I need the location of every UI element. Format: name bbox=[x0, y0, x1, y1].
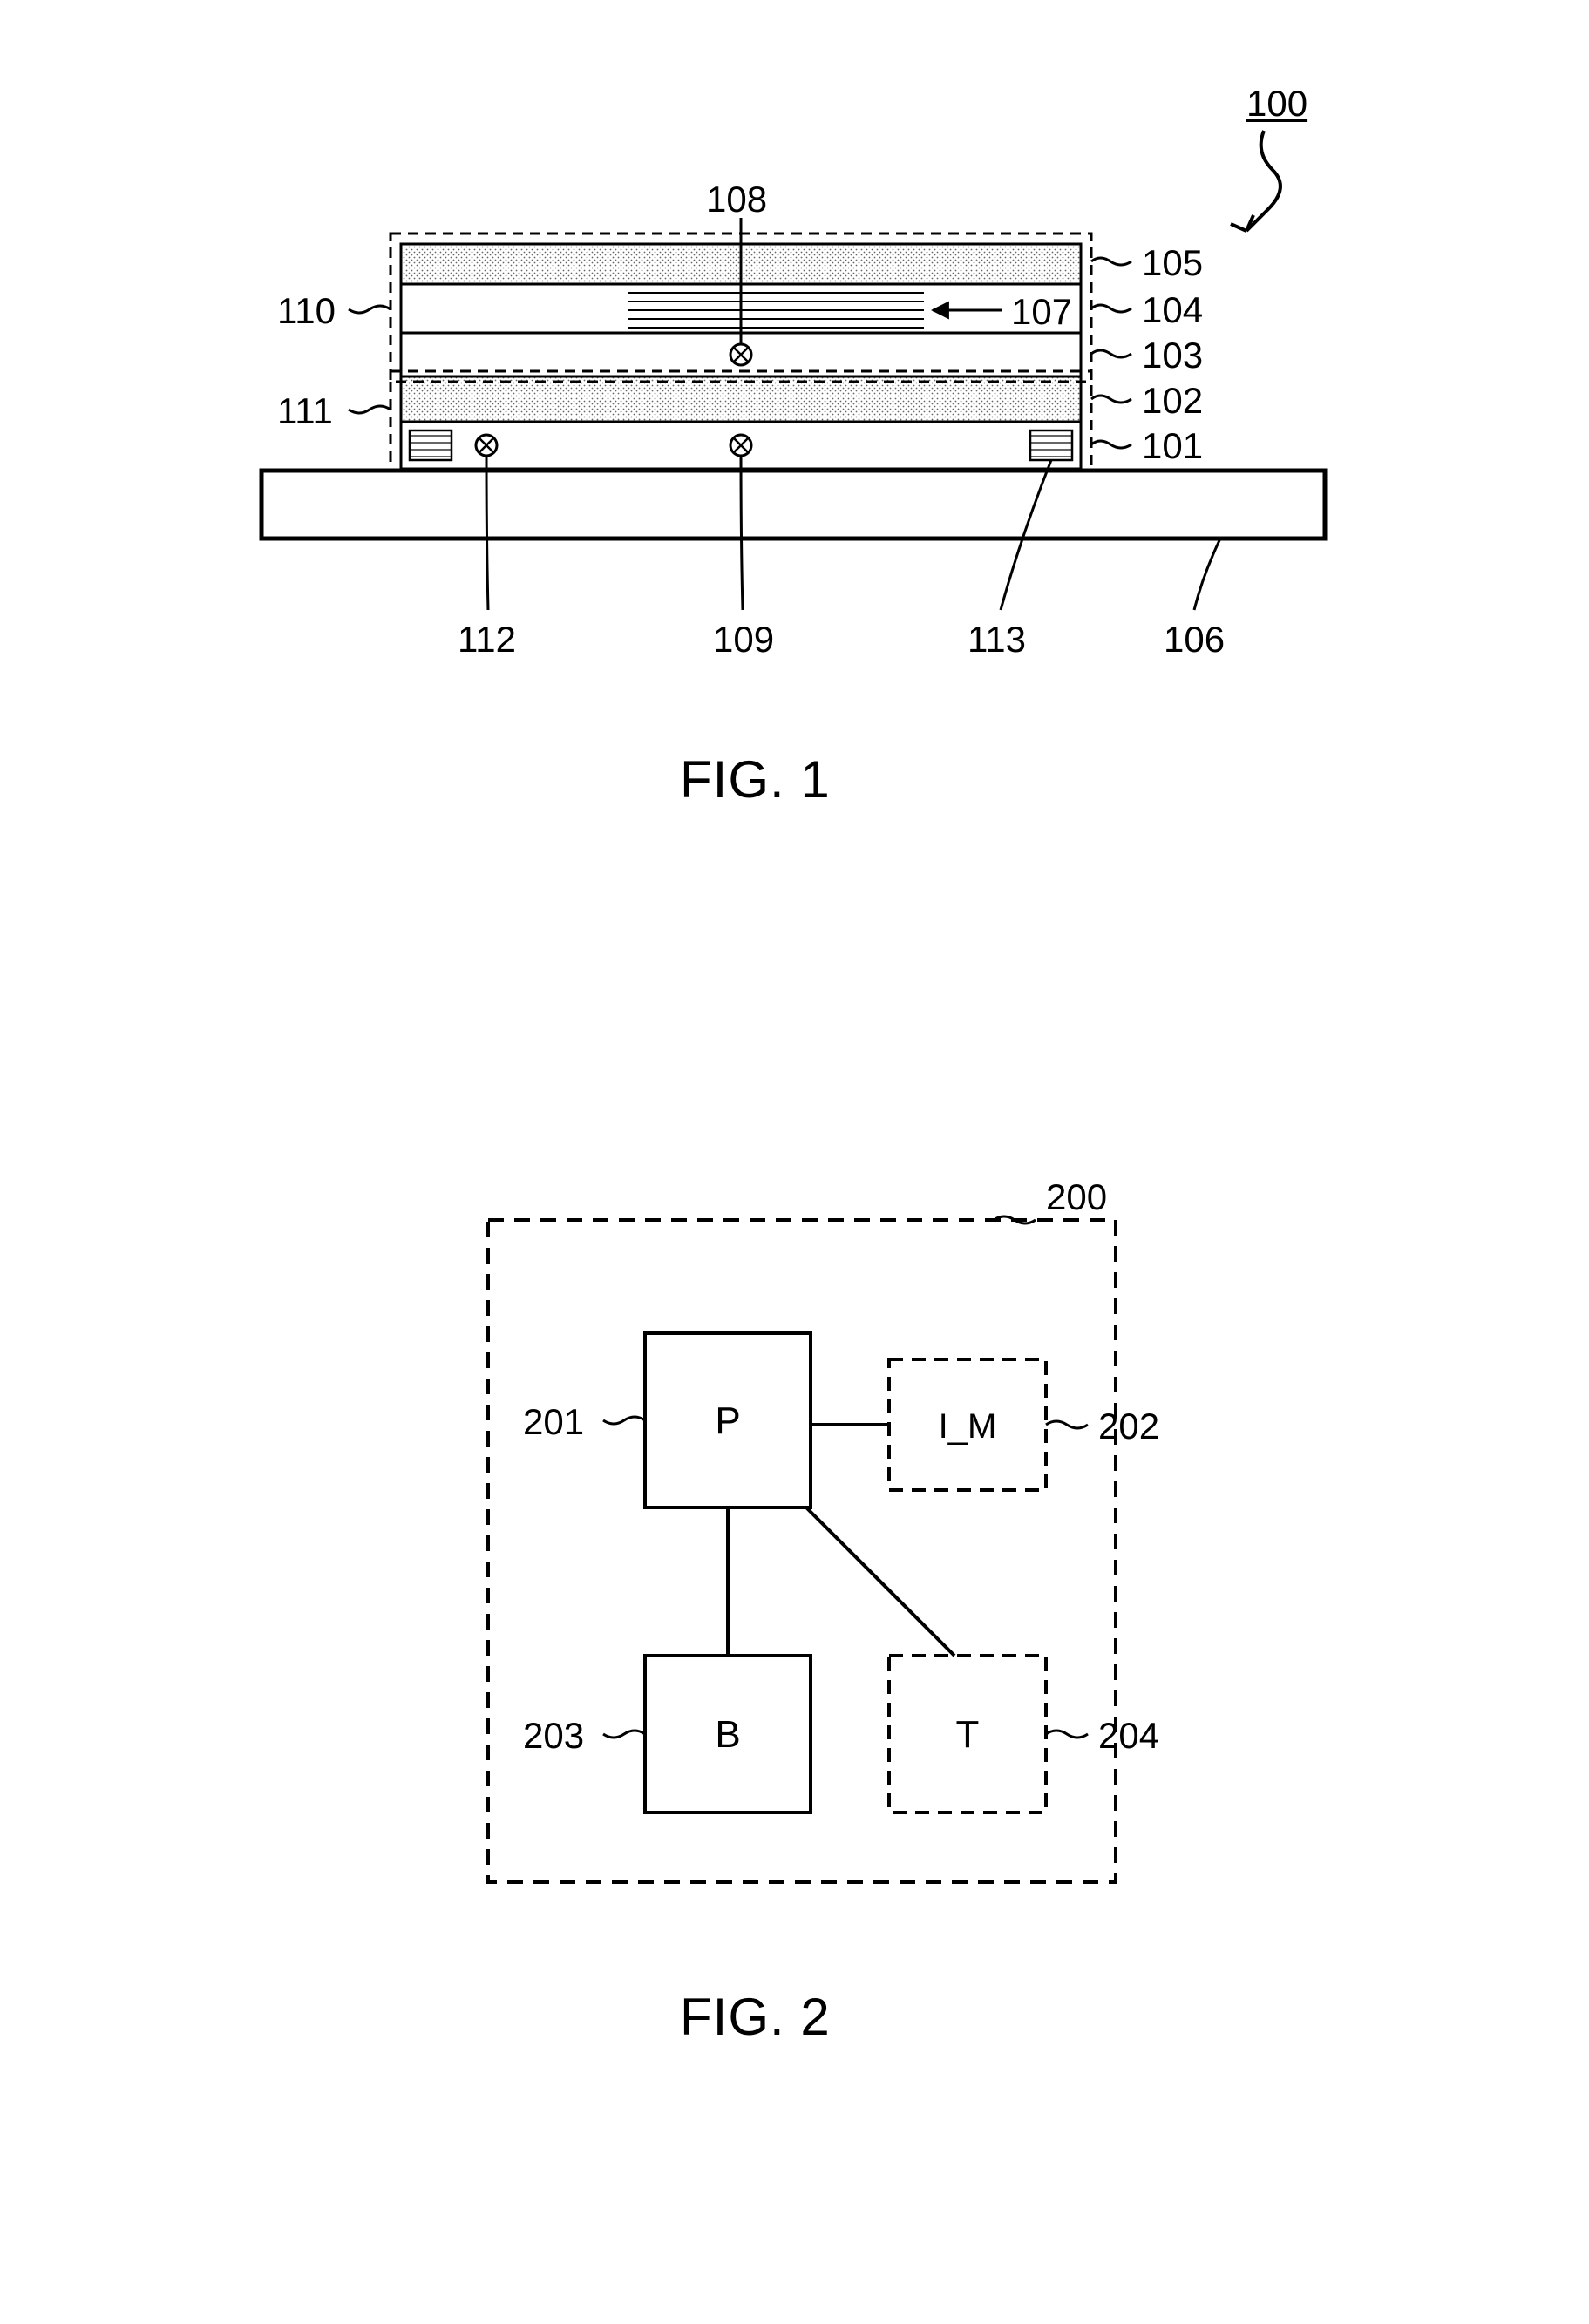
text-P: P bbox=[715, 1399, 740, 1442]
box-113-left bbox=[410, 430, 452, 460]
text-IM: I_M bbox=[939, 1407, 997, 1446]
ref-201: 201 bbox=[523, 1401, 584, 1443]
lead-103 bbox=[1091, 350, 1131, 357]
ref-104: 104 bbox=[1142, 289, 1203, 331]
lead-110 bbox=[349, 306, 390, 313]
ref-102: 102 bbox=[1142, 380, 1203, 422]
lead-203 bbox=[603, 1731, 645, 1738]
lead-201 bbox=[603, 1417, 645, 1424]
lead-204 bbox=[1046, 1731, 1088, 1738]
ref-100: 100 bbox=[1246, 83, 1307, 125]
marker-109 bbox=[730, 435, 751, 456]
lead-202 bbox=[1046, 1421, 1088, 1428]
fig1-svg bbox=[0, 0, 1589, 871]
ref-105: 105 bbox=[1142, 242, 1203, 284]
box-113-right bbox=[1030, 430, 1072, 460]
ref-103: 103 bbox=[1142, 335, 1203, 376]
lead-101 bbox=[1091, 441, 1131, 448]
fig2-caption: FIG. 2 bbox=[680, 1987, 831, 2047]
ref-111: 111 bbox=[277, 390, 333, 432]
conn-P-T bbox=[806, 1508, 954, 1656]
ref-112: 112 bbox=[458, 619, 516, 661]
lead-104 bbox=[1091, 305, 1131, 312]
text-T: T bbox=[956, 1713, 980, 1756]
ref-107: 107 bbox=[1011, 291, 1072, 333]
marker-112 bbox=[476, 435, 497, 456]
text-B: B bbox=[715, 1713, 740, 1756]
ref-100-arrow bbox=[1231, 131, 1280, 231]
base-106 bbox=[261, 471, 1325, 539]
ref-108: 108 bbox=[706, 179, 767, 220]
ref-203: 203 bbox=[523, 1715, 584, 1757]
layer-102 bbox=[401, 376, 1081, 422]
ref-106: 106 bbox=[1164, 619, 1225, 661]
lead-105 bbox=[1091, 258, 1131, 265]
lead-106 bbox=[1194, 539, 1220, 610]
marker-108 bbox=[730, 344, 751, 365]
ref-110: 110 bbox=[277, 290, 336, 332]
fig1-caption: FIG. 1 bbox=[680, 749, 831, 810]
ref-101: 101 bbox=[1142, 425, 1203, 467]
fig2-svg: P I_M B T bbox=[0, 1133, 1589, 2091]
ref-200: 200 bbox=[1046, 1176, 1107, 1218]
ref-113: 113 bbox=[968, 619, 1026, 661]
lead-102 bbox=[1091, 396, 1131, 403]
lead-111 bbox=[349, 406, 390, 413]
ref-202: 202 bbox=[1098, 1406, 1159, 1447]
ref-204: 204 bbox=[1098, 1715, 1159, 1757]
ref-109: 109 bbox=[713, 619, 774, 661]
